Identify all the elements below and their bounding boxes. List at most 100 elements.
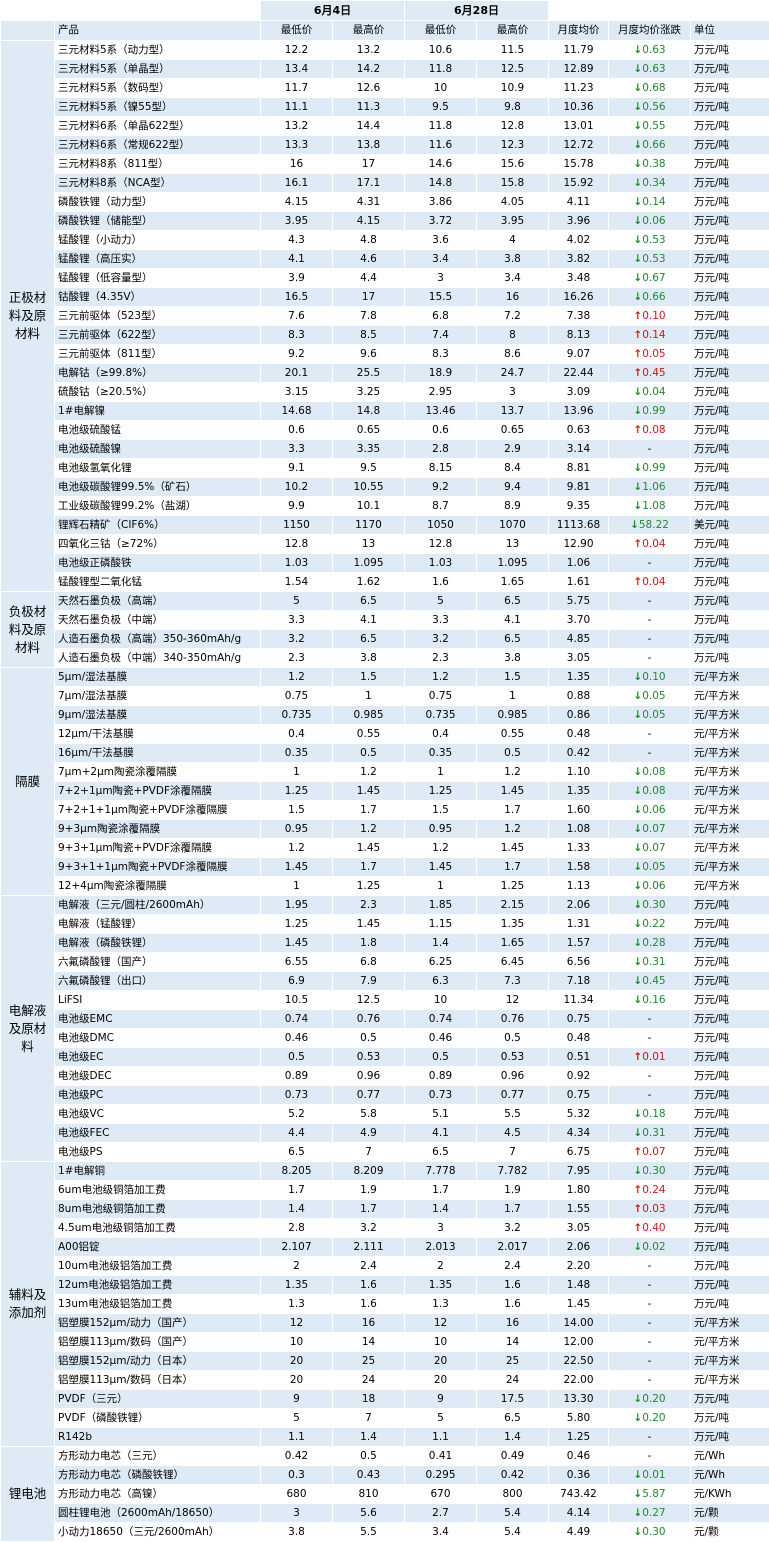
low-price-1: 5.2	[261, 1105, 333, 1124]
monthly-change: -	[609, 1257, 691, 1276]
monthly-change: ↓0.16	[609, 991, 691, 1010]
arrow-down-icon: ↓	[633, 158, 642, 170]
high-price-2: 6.5	[477, 1409, 549, 1428]
monthly-average: 22.44	[549, 364, 609, 383]
change-value: 0.22	[642, 918, 665, 930]
low-price-1: 0.89	[261, 1067, 333, 1086]
change-value: 0.04	[642, 386, 665, 398]
change-value: 0.05	[642, 861, 665, 873]
monthly-change: ↓0.66	[609, 136, 691, 155]
change-value: 0.04	[642, 538, 665, 550]
low-price-2: 15.5	[405, 288, 477, 307]
change-value: 0.01	[642, 1469, 665, 1481]
low-price-2: 10.6	[405, 41, 477, 60]
low-price-2: 1.3	[405, 1295, 477, 1314]
high-price-1: 2.4	[333, 1257, 405, 1276]
unit: 万元/吨	[691, 1086, 769, 1105]
low-price-2: 1.25	[405, 782, 477, 801]
monthly-average: 4.02	[549, 231, 609, 250]
high-price-1: 3.25	[333, 383, 405, 402]
product-name: 磷酸铁锂（储能型）	[55, 212, 261, 231]
monthly-average: 2.06	[549, 896, 609, 915]
monthly-average: 22.00	[549, 1371, 609, 1390]
arrow-down-icon: ↓	[633, 975, 642, 987]
change-value: 0.08	[642, 785, 665, 797]
low-price-2: 3.4	[405, 1523, 477, 1542]
high-price-1: 6.5	[333, 630, 405, 649]
product-name: LiFSI	[55, 991, 261, 1010]
change-value: 0.04	[642, 576, 665, 588]
change-value: 5.87	[642, 1488, 665, 1500]
low-price-2: 0.6	[405, 421, 477, 440]
low-price-1: 10	[261, 1333, 333, 1352]
monthly-average: 0.46	[549, 1447, 609, 1466]
high-price-2: 12.8	[477, 117, 549, 136]
product-name: 9+3+1μm陶瓷+PVDF涂覆隔膜	[55, 839, 261, 858]
product-name: 电池级PC	[55, 1086, 261, 1105]
low-price-2: 5.1	[405, 1105, 477, 1124]
monthly-average: 0.75	[549, 1086, 609, 1105]
high-price-2: 5.4	[477, 1504, 549, 1523]
product-name: 三元前驱体（523型）	[55, 307, 261, 326]
low-price-2: 2.3	[405, 649, 477, 668]
high-price-1: 1.7	[333, 858, 405, 877]
monthly-change: ↓0.07	[609, 839, 691, 858]
unit: 万元/吨	[691, 459, 769, 478]
monthly-change: ↓0.53	[609, 250, 691, 269]
high-price-1: 2.3	[333, 896, 405, 915]
unit: 万元/吨	[691, 953, 769, 972]
unit: 万元/吨	[691, 1409, 769, 1428]
arrow-down-icon: ↓	[633, 785, 642, 797]
monthly-average: 0.42	[549, 744, 609, 763]
monthly-change: ↓0.08	[609, 763, 691, 782]
high-price-1: 13	[333, 535, 405, 554]
high-price-2: 10.9	[477, 79, 549, 98]
high-price-1: 14.8	[333, 402, 405, 421]
high-price-1: 17.1	[333, 174, 405, 193]
date-header-blank	[55, 1, 261, 21]
high-price-1: 4.31	[333, 193, 405, 212]
change-value: -	[648, 1260, 652, 1272]
date-header-second: 6月28日	[405, 1, 549, 21]
monthly-change: ↓0.30	[609, 1523, 691, 1542]
monthly-change: -	[609, 1371, 691, 1390]
low-price-2: 1050	[405, 516, 477, 535]
monthly-average: 0.63	[549, 421, 609, 440]
product-name: 三元材料8系（NCA型）	[55, 174, 261, 193]
high-price-1: 0.96	[333, 1067, 405, 1086]
high-price-2: 7.3	[477, 972, 549, 991]
high-price-1: 4.8	[333, 231, 405, 250]
low-price-1: 4.15	[261, 193, 333, 212]
unit: 万元/吨	[691, 1105, 769, 1124]
low-price-1: 12	[261, 1314, 333, 1333]
arrow-down-icon: ↓	[633, 63, 642, 75]
high-price-1: 11.3	[333, 98, 405, 117]
monthly-change: ↓0.05	[609, 687, 691, 706]
product-name: 三元前驱体（622型）	[55, 326, 261, 345]
product-name: 铝塑膜113μm/数码（国产）	[55, 1333, 261, 1352]
monthly-change: ↓0.45	[609, 972, 691, 991]
high-price-2: 1.095	[477, 554, 549, 573]
column-header-high-1: 最高价	[333, 21, 405, 41]
high-price-1: 8.5	[333, 326, 405, 345]
monthly-change: ↓1.08	[609, 497, 691, 516]
change-value: 0.20	[642, 1393, 665, 1405]
unit: 万元/吨	[691, 231, 769, 250]
product-name: 铝塑膜152μm/动力（日本）	[55, 1352, 261, 1371]
unit: 万元/吨	[691, 972, 769, 991]
high-price-2: 2.9	[477, 440, 549, 459]
arrow-down-icon: ↓	[633, 899, 642, 911]
low-price-2: 0.89	[405, 1067, 477, 1086]
unit: 万元/吨	[691, 554, 769, 573]
monthly-change: ↓0.02	[609, 1238, 691, 1257]
low-price-1: 1.5	[261, 801, 333, 820]
low-price-2: 1.15	[405, 915, 477, 934]
low-price-1: 0.42	[261, 1447, 333, 1466]
low-price-1: 8.205	[261, 1162, 333, 1181]
